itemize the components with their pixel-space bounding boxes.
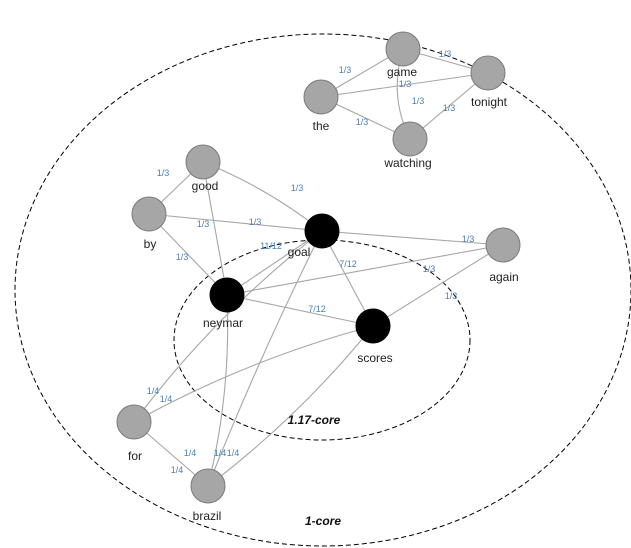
core-boundaries — [14, 33, 631, 547]
node-labels: game tonight the watching good by goal again ney… — [128, 65, 519, 523]
edge-weight-for-goal: 1/4 — [147, 386, 160, 396]
edge-weights: 1/31/31/31/31/31/31/31/31/3 1/31/31/311/1… — [147, 49, 475, 475]
outer-core-boundary — [14, 33, 631, 547]
edge-goal-again — [321, 230, 504, 246]
node-label-game: game — [387, 65, 417, 79]
node-label-good: good — [192, 179, 219, 193]
edges — [133, 48, 504, 487]
edge-weight-brazil-neymar: 1/4 — [184, 448, 197, 458]
node-label-scores: scores — [357, 351, 392, 365]
node-label-for: for — [128, 449, 142, 463]
edge-weight-game-the: 1/3 — [339, 65, 352, 75]
edge-weight-by-neymar: 1/3 — [176, 252, 189, 262]
node-label-again: again — [489, 270, 518, 284]
edge-goal-neymar — [226, 230, 323, 296]
edge-weight-good-neymar: 1/3 — [197, 219, 210, 229]
edge-weight-by-goal: 1/3 — [249, 217, 262, 227]
node-good — [185, 144, 221, 180]
node-tonight — [470, 55, 506, 91]
edge-by-neymar — [148, 213, 228, 296]
node-label-brazil: brazil — [193, 509, 222, 523]
node-label-the: the — [313, 119, 330, 133]
edge-weight-watching-tonight: 1/3 — [443, 103, 456, 113]
edge-brazil-goal — [207, 230, 323, 487]
edge-the-tonight — [320, 72, 489, 98]
node-watching — [392, 121, 428, 157]
node-neymar — [209, 277, 245, 313]
edge-weight-brazil-goal: 1/4 — [214, 448, 227, 458]
edge-weight-for-scores: 1/4 — [160, 394, 173, 404]
edge-scores-again — [372, 244, 504, 327]
edge-weight-neymar-scores: 7/12 — [308, 304, 326, 314]
node-label-watching: watching — [383, 156, 431, 170]
node-scores — [355, 308, 391, 344]
inner-core-boundary — [173, 239, 471, 441]
edge-weight-the-tonight: 1/3 — [399, 79, 412, 89]
edge-for-goal — [133, 230, 323, 423]
edge-weight-goal-scores: 7/12 — [339, 259, 357, 269]
node-for — [116, 404, 152, 440]
edge-weight-the-watching: 1/3 — [356, 117, 369, 127]
edge-good-neymar — [202, 161, 228, 296]
node-by — [131, 196, 167, 232]
node-again — [485, 227, 521, 263]
edge-weight-game-tonight: 1/3 — [439, 49, 452, 59]
edge-brazil-scores — [207, 325, 374, 487]
edge-weight-goal-again: 1/3 — [462, 234, 475, 244]
node-label-by: by — [144, 237, 157, 251]
edge-weight-game-watching: 1/3 — [412, 96, 425, 106]
edge-by-goal — [148, 213, 323, 232]
inner-core-label: 1.17-core — [288, 413, 341, 427]
nodes — [116, 31, 521, 504]
node-label-tonight: tonight — [471, 95, 508, 109]
core-labels: 1-core 1.17-core — [288, 413, 342, 528]
node-brazil — [190, 468, 226, 504]
node-the — [303, 79, 339, 115]
edge-weight-for-brazil: 1/4 — [171, 465, 184, 475]
edge-brazil-neymar — [207, 294, 229, 487]
edge-neymar-again — [226, 244, 504, 296]
node-label-neymar: neymar — [203, 316, 243, 330]
edge-neymar-scores — [226, 294, 374, 327]
edge-for-scores — [133, 325, 374, 423]
node-label-goal: goal — [288, 245, 311, 259]
outer-core-label: 1-core — [305, 514, 341, 528]
edge-weight-neymar-again: 1/3 — [423, 264, 436, 274]
edge-weight-good-by: 1/3 — [157, 168, 170, 178]
edge-weight-goal-neymar: 11/12 — [260, 241, 282, 251]
node-goal — [304, 213, 340, 249]
node-game — [385, 31, 421, 67]
edge-weight-brazil-scores: 1/4 — [227, 448, 240, 458]
edge-weight-good-goal: 1/3 — [291, 183, 304, 193]
edge-goal-scores — [321, 230, 374, 327]
edge-weight-scores-again: 1/3 — [445, 291, 458, 301]
